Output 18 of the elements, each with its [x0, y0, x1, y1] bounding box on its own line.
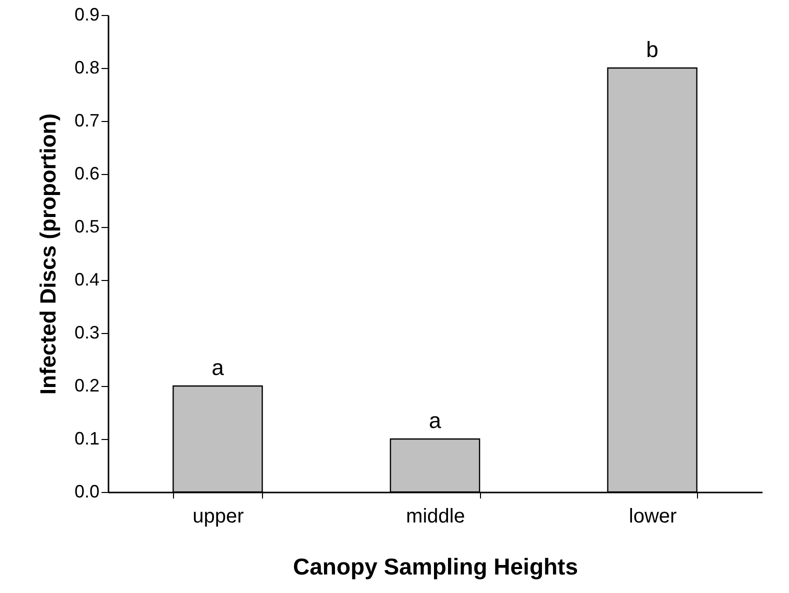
y-tick-label: 0.4 [74, 270, 100, 290]
y-tick-label: 0.1 [74, 428, 100, 448]
x-tick-label: lower [628, 506, 678, 528]
y-tick-label: 0.2 [74, 376, 100, 396]
x-tick-label: upper [192, 506, 244, 528]
annotation: a [212, 355, 225, 380]
y-tick-label: 0.7 [74, 110, 100, 130]
y-tick-label: 0.9 [74, 4, 100, 24]
y-tick-label: 0.6 [74, 164, 100, 184]
y-tick-label: 0.5 [74, 216, 100, 236]
annotation: b [646, 37, 658, 62]
y-tick-label: 0.0 [74, 482, 100, 502]
x-tick-label: middle [406, 506, 465, 528]
x-axis-title: Canopy Sampling Heights [293, 554, 578, 580]
annotation: a [428, 408, 442, 433]
y-tick-label: 0.8 [74, 58, 100, 78]
y-axis-title: Infected Discs (proportion) [35, 113, 60, 395]
y-tick-label: 0.3 [74, 322, 100, 342]
